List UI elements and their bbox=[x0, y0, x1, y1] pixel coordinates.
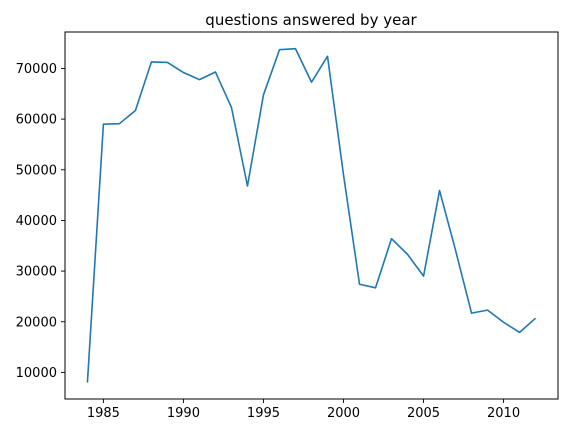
y-axis: 10000 20000 30000 40000 50000 60000 70000 bbox=[16, 62, 65, 381]
x-tick-label: 2000 bbox=[327, 406, 360, 421]
x-tick-label: 2005 bbox=[407, 406, 440, 421]
x-tick-label: 1990 bbox=[167, 406, 200, 421]
plot-frame bbox=[64, 31, 559, 400]
y-tick-label: 30000 bbox=[16, 265, 57, 280]
y-tick-label: 20000 bbox=[16, 315, 57, 330]
series-layer bbox=[86, 47, 537, 383]
x-tick-label: 1995 bbox=[247, 406, 280, 421]
series-line bbox=[86, 47, 537, 383]
y-tick-label: 70000 bbox=[16, 62, 57, 77]
x-tick-label: 1985 bbox=[87, 406, 120, 421]
y-tick-label: 50000 bbox=[16, 163, 57, 178]
x-tick-label: 2010 bbox=[487, 406, 520, 421]
y-tick-label: 10000 bbox=[16, 366, 57, 381]
y-tick-label: 60000 bbox=[16, 113, 57, 128]
x-axis: 1985 1990 1995 2000 2005 2010 bbox=[87, 399, 520, 421]
chart-title: questions answered by year bbox=[205, 11, 417, 29]
y-tick-label: 40000 bbox=[16, 214, 57, 229]
